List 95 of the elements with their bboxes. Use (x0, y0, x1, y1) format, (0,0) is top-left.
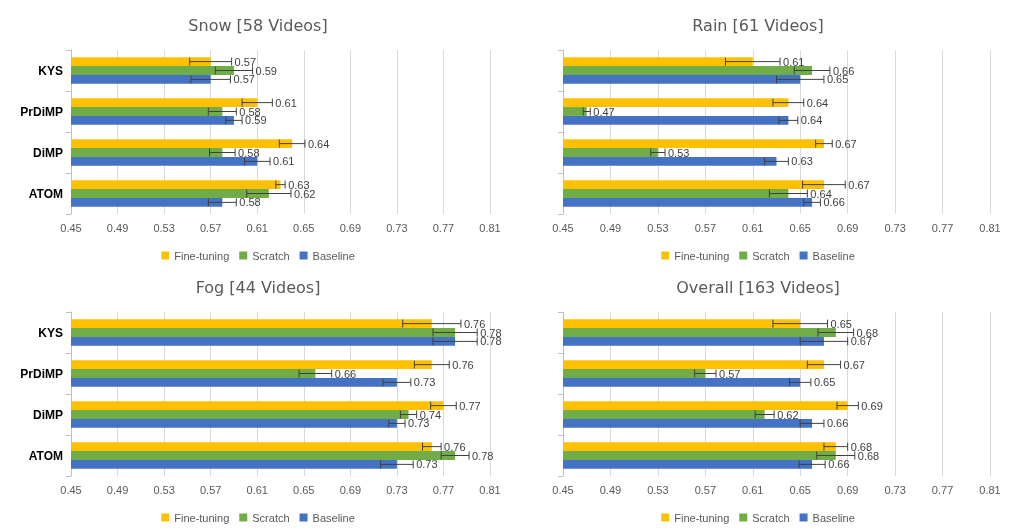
x-tick-label: 0.57 (694, 221, 717, 234)
legend-label: Scratch (252, 249, 290, 262)
data-label: 0.66 (334, 367, 357, 380)
x-tick-label: 0.57 (694, 483, 717, 496)
x-tick-label: 0.49 (599, 221, 622, 234)
y-tick-label: ATOM (28, 448, 63, 463)
legend-label: Fine-tuning (174, 249, 230, 262)
x-tick-label: 0.73 (884, 221, 906, 234)
data-label: 0.63 (791, 155, 813, 168)
chart-title: Rain [61 Videos] (692, 15, 824, 35)
data-label: 0.67 (848, 178, 870, 191)
x-tick-label: 0.77 (931, 221, 954, 234)
data-label: 0.64 (806, 96, 829, 109)
legend-label: Scratch (252, 511, 290, 524)
chart-title: Snow [58 Videos] (188, 15, 328, 35)
data-label: 0.73 (413, 376, 436, 389)
x-tick-label: 0.53 (647, 483, 669, 496)
data-label: 0.66 (826, 417, 849, 430)
data-label: 0.67 (843, 358, 865, 371)
data-label: 0.57 (719, 367, 741, 380)
x-tick-label: 0.53 (647, 221, 669, 234)
x-tick-label: 0.81 (979, 221, 1001, 234)
data-label: 0.65 (830, 317, 852, 330)
x-tick-label: 0.49 (599, 483, 622, 496)
x-tick-label: 0.57 (199, 221, 222, 234)
data-label: 0.47 (593, 105, 615, 118)
x-tick-label: 0.49 (106, 483, 129, 496)
legend-label: Fine-tuning (674, 249, 730, 262)
x-tick-label: 0.45 (552, 221, 574, 234)
x-tick-label: 0.77 (432, 221, 455, 234)
x-tick-label: 0.61 (742, 483, 764, 496)
data-label: 0.64 (307, 137, 330, 150)
data-label: 0.66 (828, 458, 850, 471)
data-label: 0.67 (835, 137, 857, 150)
x-tick-label: 0.61 (246, 221, 268, 234)
x-tick-label: 0.69 (836, 483, 859, 496)
x-tick-label: 0.65 (293, 483, 315, 496)
x-tick-label: 0.57 (199, 483, 222, 496)
x-tick-label: 0.81 (479, 221, 501, 234)
legend-label: Fine-tuning (674, 511, 730, 524)
x-tick-label: 0.65 (789, 483, 811, 496)
x-tick-label: 0.45 (552, 483, 574, 496)
x-tick-label: 0.81 (479, 483, 501, 496)
data-label: 0.53 (668, 146, 690, 159)
x-tick-label: 0.69 (836, 221, 859, 234)
y-tick-label: ATOM (28, 186, 63, 201)
legend-label: Baseline (312, 249, 355, 262)
x-tick-label: 0.73 (386, 483, 408, 496)
data-label: 0.61 (783, 55, 805, 68)
x-tick-label: 0.65 (293, 221, 315, 234)
data-label: 0.58 (239, 196, 261, 209)
legend-label: Baseline (312, 511, 355, 524)
data-label: 0.58 (238, 146, 260, 159)
x-tick-label: 0.77 (432, 483, 455, 496)
data-label: 0.78 (472, 449, 494, 462)
data-label: 0.69 (861, 399, 883, 412)
data-label: 0.59 (255, 64, 277, 77)
legend-label: Fine-tuning (174, 511, 230, 524)
x-tick-label: 0.49 (106, 221, 129, 234)
data-label: 0.76 (444, 440, 466, 453)
data-label: 0.77 (459, 399, 481, 412)
data-label: 0.62 (777, 408, 799, 421)
y-tick-label: KYS (38, 63, 63, 78)
data-label: 0.76 (452, 358, 474, 371)
y-tick-label: KYS (38, 325, 63, 340)
data-label: 0.61 (273, 155, 295, 168)
x-tick-label: 0.69 (339, 483, 362, 496)
x-tick-label: 0.77 (931, 483, 954, 496)
chart-title: Overall [163 Videos] (676, 277, 840, 297)
legend-label: Baseline (812, 511, 855, 524)
x-tick-label: 0.81 (979, 483, 1001, 496)
chart-title: Fog [44 Videos] (195, 277, 321, 297)
x-tick-label: 0.69 (339, 221, 362, 234)
legend-label: Scratch (752, 249, 790, 262)
x-tick-label: 0.73 (884, 483, 906, 496)
data-label: 0.65 (813, 376, 836, 389)
y-tick-label: PrDiMP (20, 104, 63, 119)
x-tick-label: 0.61 (742, 221, 764, 234)
x-tick-label: 0.61 (246, 483, 268, 496)
data-label: 0.73 (416, 458, 438, 471)
data-label: 0.64 (800, 114, 823, 127)
x-tick-label: 0.53 (153, 221, 175, 234)
x-tick-label: 0.65 (789, 221, 811, 234)
x-tick-label: 0.53 (153, 483, 175, 496)
data-label: 0.61 (275, 96, 297, 109)
legend-label: Scratch (752, 511, 790, 524)
x-tick-label: 0.45 (60, 483, 82, 496)
legend-label: Baseline (812, 249, 855, 262)
y-tick-label: PrDiMP (20, 366, 63, 381)
y-tick-label: DiMP (33, 145, 63, 160)
y-tick-label: DiMP (33, 407, 63, 422)
data-label: 0.57 (233, 73, 255, 86)
data-label: 0.57 (234, 55, 257, 68)
x-tick-label: 0.73 (386, 221, 408, 234)
x-tick-label: 0.45 (60, 221, 82, 234)
